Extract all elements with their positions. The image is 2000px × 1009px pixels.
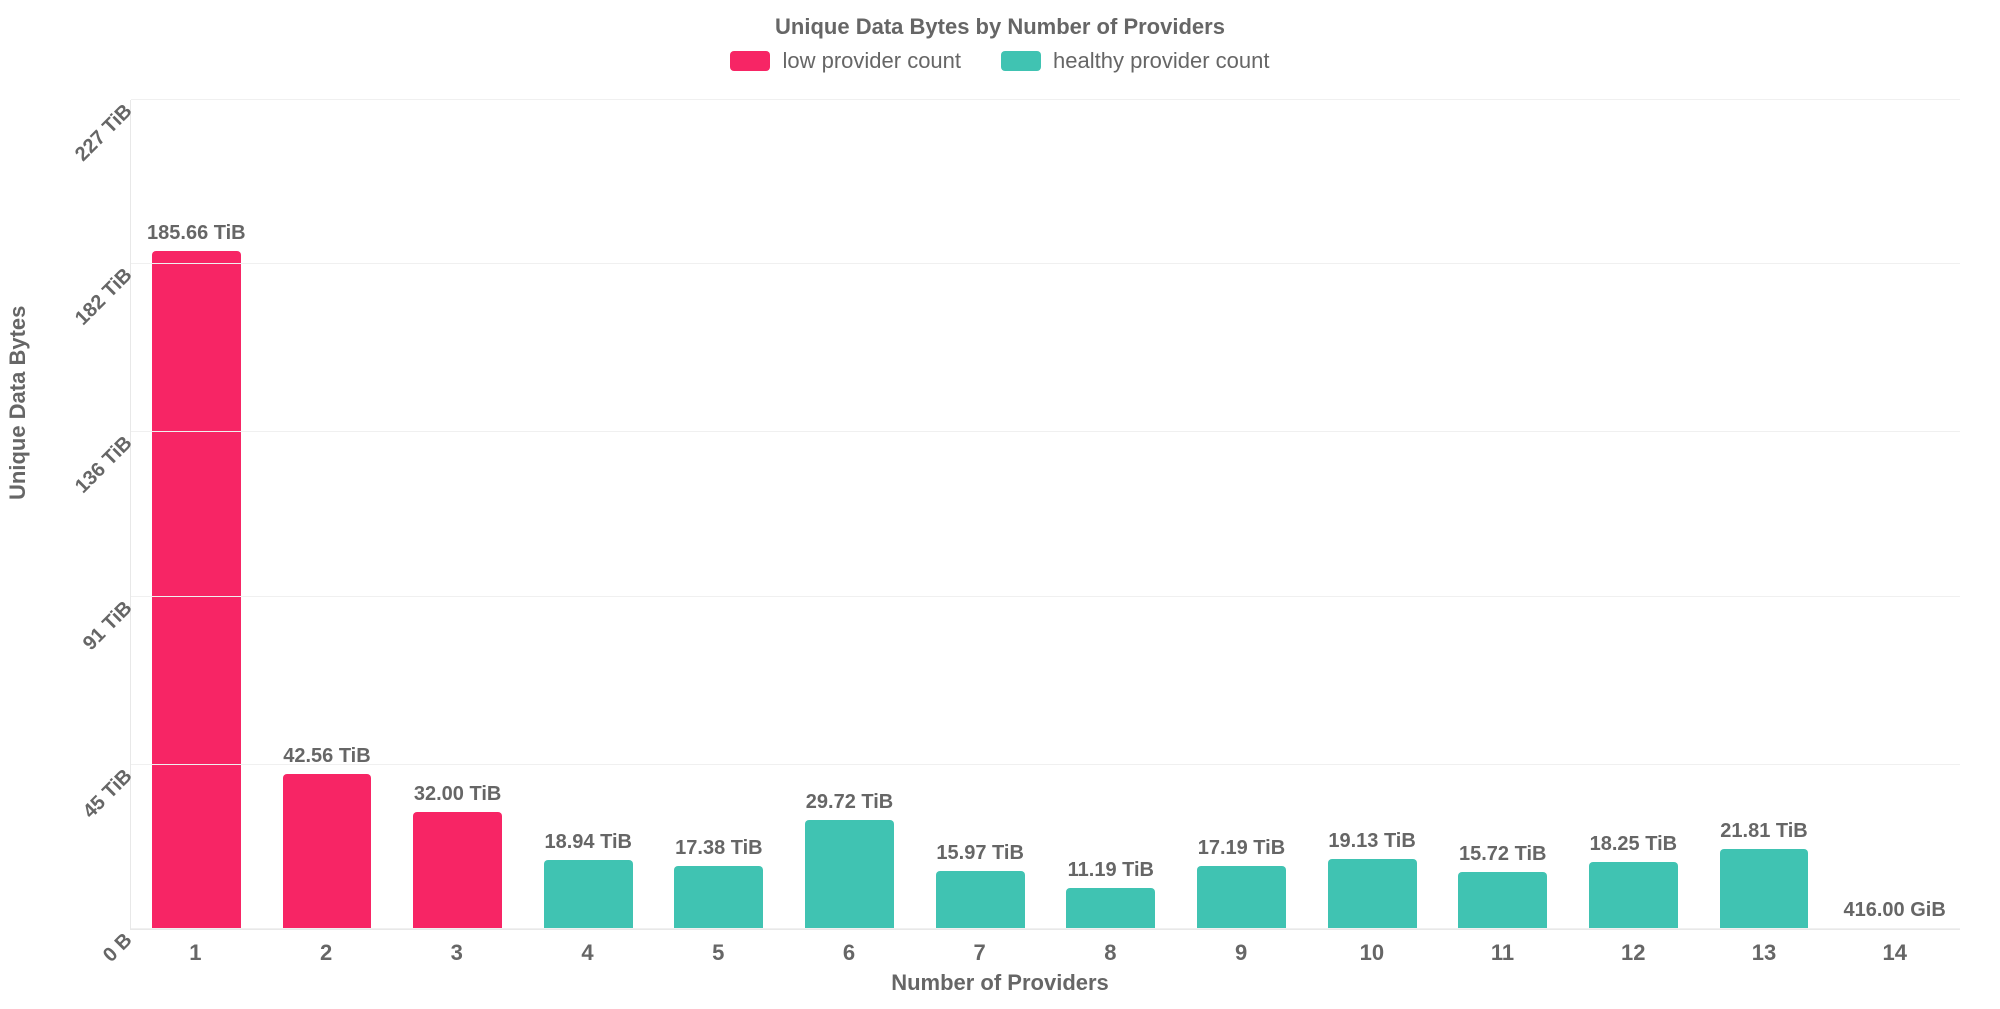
bar <box>283 774 372 929</box>
bar-slot: 11.19 TiB <box>1045 100 1176 929</box>
bar-slot: 18.94 TiB <box>523 100 654 929</box>
bar-slot: 29.72 TiB <box>784 100 915 929</box>
bar <box>544 860 633 929</box>
gridline <box>131 431 1960 432</box>
x-tick-label: 12 <box>1568 940 1699 966</box>
x-tick-label: 2 <box>261 940 392 966</box>
bar <box>1720 849 1809 929</box>
gridline <box>131 928 1960 929</box>
legend-label-low: low provider count <box>782 48 961 74</box>
bar <box>413 812 502 929</box>
bar <box>1197 866 1286 929</box>
x-tick-label: 4 <box>522 940 653 966</box>
y-tick-label: 91 TiB <box>57 597 121 661</box>
bar <box>936 871 1025 929</box>
x-tick-label: 8 <box>1045 940 1176 966</box>
legend-swatch-healthy <box>1001 51 1041 71</box>
x-tick-label: 10 <box>1306 940 1437 966</box>
x-tick-label: 6 <box>784 940 915 966</box>
bar <box>674 866 763 929</box>
x-tick-label: 9 <box>1176 940 1307 966</box>
x-tick-label: 5 <box>653 940 784 966</box>
bar-slot: 18.25 TiB <box>1568 100 1699 929</box>
bar-value-label: 416.00 GiB <box>1844 899 1946 922</box>
bar <box>152 251 241 929</box>
bar-slot: 17.38 TiB <box>654 100 785 929</box>
y-tick-label: 136 TiB <box>57 432 121 496</box>
chart-legend: low provider count healthy provider coun… <box>0 48 2000 74</box>
y-tick-label: 227 TiB <box>57 100 121 164</box>
bar-slot: 32.00 TiB <box>392 100 523 929</box>
plot-area: 185.66 TiB 42.56 TiB 32.00 TiB 18.94 TiB 17.… <box>130 100 1960 930</box>
gridline <box>131 263 1960 264</box>
bar-value-label: 17.38 TiB <box>675 837 762 860</box>
bar-slot: 15.97 TiB <box>915 100 1046 929</box>
bar <box>1458 872 1547 929</box>
bar-value-label: 17.19 TiB <box>1198 837 1285 860</box>
bar-slot: 185.66 TiB <box>131 100 262 929</box>
bar <box>1589 862 1678 929</box>
chart-container: Unique Data Bytes by Number of Providers… <box>0 0 2000 1000</box>
bar-value-label: 18.94 TiB <box>545 831 632 854</box>
bar-slot: 416.00 GiB <box>1829 100 1960 929</box>
x-tick-label: 13 <box>1699 940 1830 966</box>
bar <box>1066 888 1155 929</box>
legend-label-healthy: healthy provider count <box>1053 48 1269 74</box>
bars-container: 185.66 TiB 42.56 TiB 32.00 TiB 18.94 TiB 17.… <box>131 100 1960 929</box>
legend-swatch-low <box>730 51 770 71</box>
bar-value-label: 21.81 TiB <box>1720 820 1807 843</box>
bar-slot: 15.72 TiB <box>1437 100 1568 929</box>
bar-slot: 21.81 TiB <box>1699 100 1830 929</box>
y-tick-label: 45 TiB <box>57 765 121 829</box>
gridline <box>131 764 1960 765</box>
bar-value-label: 32.00 TiB <box>414 783 501 806</box>
x-axis-title: Number of Providers <box>0 970 2000 996</box>
x-tick-label: 1 <box>130 940 261 966</box>
x-tick-label: 11 <box>1437 940 1568 966</box>
legend-item-healthy: healthy provider count <box>1001 48 1269 74</box>
x-tick-label: 3 <box>391 940 522 966</box>
gridline <box>131 99 1960 100</box>
bar-value-label: 15.97 TiB <box>936 842 1023 865</box>
x-tick-label: 7 <box>914 940 1045 966</box>
bar-value-label: 11.19 TiB <box>1068 859 1154 882</box>
bar <box>1328 859 1417 929</box>
bar-slot: 19.13 TiB <box>1307 100 1438 929</box>
legend-item-low: low provider count <box>730 48 961 74</box>
bar-value-label: 29.72 TiB <box>806 791 893 814</box>
chart-title: Unique Data Bytes by Number of Providers <box>0 14 2000 40</box>
bar <box>805 820 894 929</box>
gridline <box>131 596 1960 597</box>
x-axis: 1234567891011121314 <box>130 940 1960 966</box>
bar-value-label: 185.66 TiB <box>147 222 246 245</box>
bar-slot: 17.19 TiB <box>1176 100 1307 929</box>
y-axis-title: Unique Data Bytes <box>5 306 31 500</box>
y-tick-label: 182 TiB <box>57 264 121 328</box>
bar-slot: 42.56 TiB <box>262 100 393 929</box>
bar-value-label: 15.72 TiB <box>1459 843 1546 866</box>
bar-value-label: 19.13 TiB <box>1328 830 1415 853</box>
x-tick-label: 14 <box>1829 940 1960 966</box>
bar-value-label: 18.25 TiB <box>1590 833 1677 856</box>
